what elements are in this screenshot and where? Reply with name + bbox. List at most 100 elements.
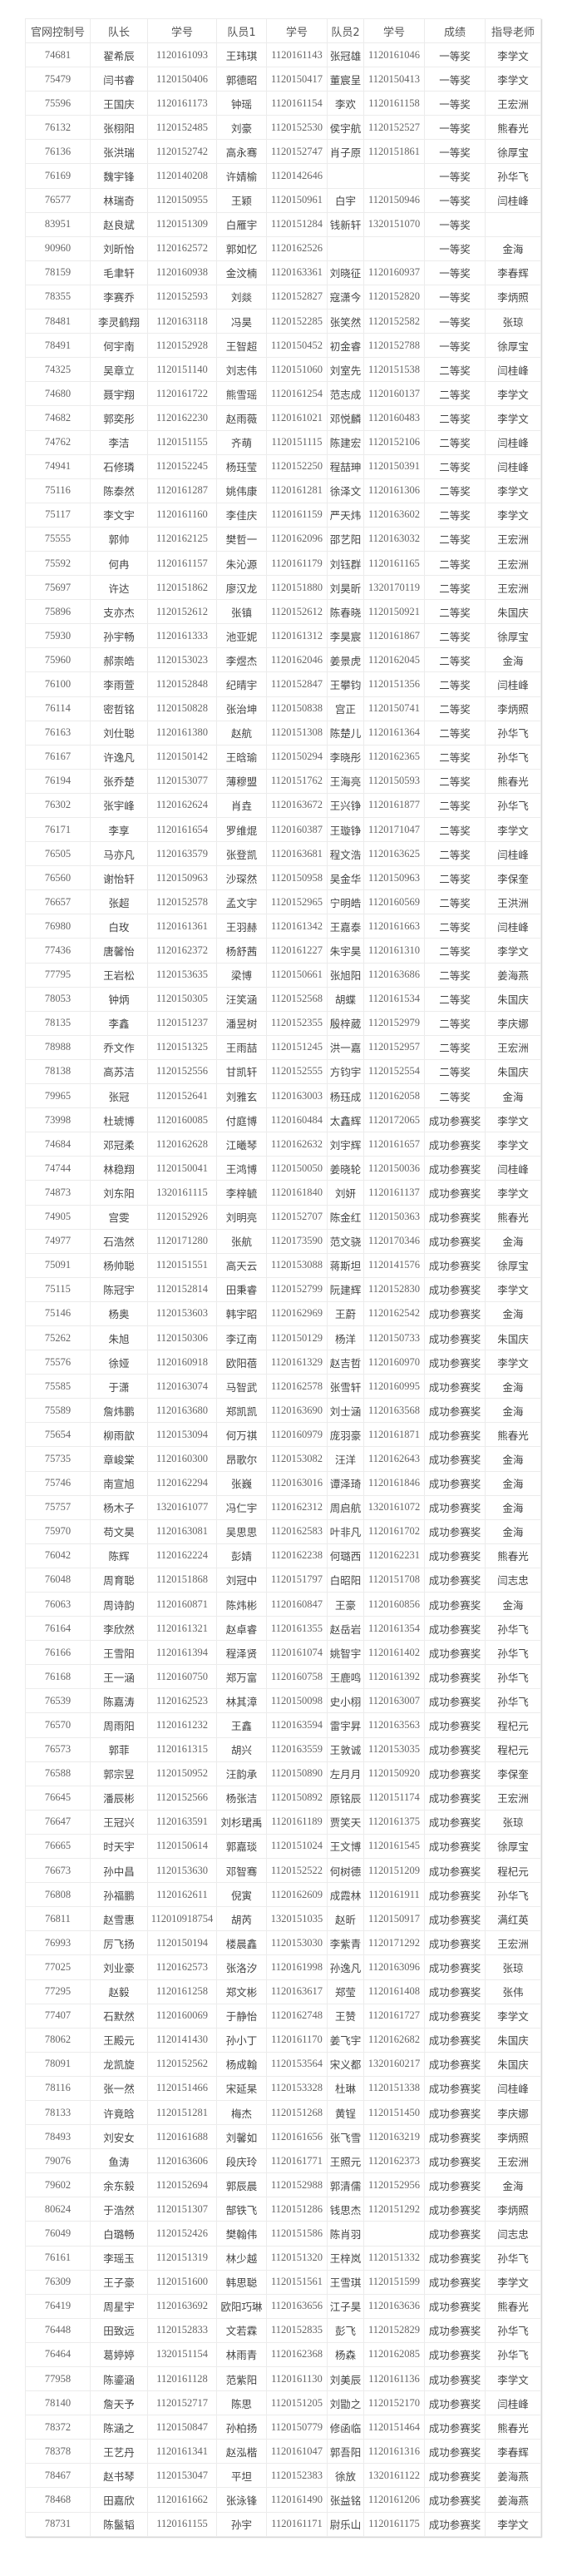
cell-advisor: 闫桂峰 <box>485 453 541 479</box>
cell-member1-id: 1120150294 <box>266 744 328 770</box>
cell-member2-id: 1120151538 <box>363 357 425 383</box>
cell-member1-id: 1120160758 <box>266 1664 328 1690</box>
cell-captain: 何冉 <box>90 550 148 577</box>
cell-captain: 李享 <box>90 816 148 843</box>
cell-award: 成功参赛奖 <box>424 1132 486 1157</box>
cell-member2: 成霞林 <box>327 1882 364 1908</box>
cell-member1: 彭婧 <box>216 1543 267 1568</box>
cell-captain-id: 1120163118 <box>147 309 217 334</box>
cell-captain: 孙中昌 <box>90 1858 148 1884</box>
cell-advisor: 熊春光 <box>485 1543 541 1568</box>
cell-member1-id: 1120163559 <box>266 1736 328 1762</box>
cell-member2: 刘妍 <box>327 1180 364 1206</box>
cell-member2-id: 1320151070 <box>363 211 425 237</box>
cell-captain: 张栩阳 <box>90 115 148 141</box>
cell-advisor: 孙华飞 <box>485 2317 541 2343</box>
cell-award: 成功参赛奖 <box>424 1882 486 1908</box>
cell-advisor: 金海 <box>485 235 541 261</box>
cell-control-number: 76164 <box>25 1616 91 1642</box>
cell-award: 一等奖 <box>424 260 486 285</box>
cell-captain-id: 1120152742 <box>147 139 217 165</box>
cell-control-number: 78481 <box>25 309 91 334</box>
cell-member2-id: 1120152957 <box>363 1034 425 1060</box>
cell-member2-id: 1120152979 <box>363 1010 425 1036</box>
cell-member1: 高永骞 <box>216 139 267 165</box>
cell-member2: 蒋斯坦 <box>327 1252 364 1278</box>
cell-captain: 许达 <box>90 575 148 601</box>
cell-member2: 王照元 <box>327 2148 364 2174</box>
cell-member2: 刘勖之 <box>327 2390 364 2416</box>
cell-control-number: 78467 <box>25 2463 91 2489</box>
cell-award: 成功参赛奖 <box>424 1591 486 1617</box>
cell-member1: 欧阳巧琳 <box>216 2293 267 2319</box>
cell-member2 <box>327 235 364 261</box>
cell-advisor: 王宏洲 <box>485 1785 541 1811</box>
cell-award: 成功参赛奖 <box>424 2390 486 2416</box>
cell-award: 成功参赛奖 <box>424 1518 486 1544</box>
table-row: 75970 苟文昊 1120163081 吴思思 1120162583 叶非凡 112016… <box>25 1518 541 1544</box>
cell-member2-id: 1120161354 <box>363 1616 425 1642</box>
cell-member2-id: 1120171292 <box>363 1930 425 1956</box>
cell-captain-id: 1120153094 <box>147 1422 217 1448</box>
table-row: 76169 魏宇锋 1120140208 许婧榆 1120142646 一等奖 孙华飞 <box>25 163 541 189</box>
cell-member1-id: 1120152612 <box>266 599 328 625</box>
cell-control-number: 77436 <box>25 938 91 964</box>
cell-advisor: 闫桂峰 <box>485 914 541 939</box>
table-row: 79076 鱼涛 1120163606 段庆玲 1120161771 王照元 1120162… <box>25 2148 541 2174</box>
cell-member2: 庞羽豪 <box>327 1422 364 1448</box>
cell-member1-id: 1120151268 <box>266 2099 328 2126</box>
cell-member2-id: 1120151332 <box>363 2245 425 2271</box>
cell-member1-id: 1120151205 <box>266 2390 328 2416</box>
cell-award: 一等奖 <box>424 333 486 359</box>
table-row: 76588 郭宗昱 1120150952 汪韵承 1120150890 左月月 112015… <box>25 1761 541 1786</box>
column-header-advisor: 指导老师 <box>485 18 541 43</box>
cell-member2-id: 1120171047 <box>363 816 425 843</box>
cell-captain-id: 1120161380 <box>147 720 217 746</box>
table-row: 77407 石默然 1120160069 于静怡 1120162748 王赞 1120161… <box>25 2003 541 2029</box>
cell-award: 二等奖 <box>424 816 486 843</box>
table-row: 77295 赵毅 1120161258 郑文彬 1120163617 郑莹 11201614… <box>25 1979 541 2004</box>
cell-member1-id: 1120161840 <box>266 1180 328 1206</box>
table-row: 76464 葛婷婷 1320151154 林雨青 1120162368 杨森 1120162… <box>25 2341 541 2368</box>
table-row: 76167 许逸凡 1120150142 王晗瑜 1120150294 李晓彤 112016… <box>25 744 541 770</box>
cell-control-number: 75970 <box>25 1518 91 1544</box>
cell-member2-id: 1120161364 <box>363 720 425 746</box>
cell-award: 一等奖 <box>424 309 486 334</box>
cell-captain-id: 1120161321 <box>147 1616 217 1642</box>
cell-captain-id: 1120150305 <box>147 986 217 1012</box>
cell-member1-id: 1120161656 <box>266 2124 328 2150</box>
cell-captain-id: 1120152426 <box>147 2221 217 2247</box>
table-row: 75479 闫书睿 1120150406 郭德昭 1120150417 董宸呈 112015… <box>25 67 541 92</box>
cell-control-number: 76194 <box>25 768 91 794</box>
cell-member2-id: 1120152170 <box>363 2390 425 2416</box>
cell-captain-id: 1120150847 <box>147 2415 217 2440</box>
table-row: 76302 张宇峰 1120162624 肖垚 1120163672 王兴铮 1120161… <box>25 792 541 819</box>
cell-control-number: 76980 <box>25 914 91 939</box>
cell-control-number: 76464 <box>25 2341 91 2368</box>
cell-member2: 陈楚儿 <box>327 720 364 746</box>
cell-member2-id: 1120160937 <box>363 260 425 285</box>
cell-award: 二等奖 <box>424 1010 486 1036</box>
table-row: 75896 支亦杰 1120152612 张镇 1120152612 陈春晓 1120150… <box>25 599 541 625</box>
cell-award: 成功参赛奖 <box>424 1785 486 1811</box>
cell-member2: 殷梓葳 <box>327 1010 364 1036</box>
cell-control-number: 76811 <box>25 1906 91 1932</box>
cell-member2: 范志成 <box>327 381 364 407</box>
cell-control-number: 77025 <box>25 1954 91 1980</box>
cell-member1-id: 1120161490 <box>266 2487 328 2513</box>
cell-advisor: 李庆娜 <box>485 1010 541 1036</box>
cell-control-number: 76302 <box>25 792 91 819</box>
cell-control-number: 78988 <box>25 1034 91 1060</box>
cell-member2-id: 1120151356 <box>363 671 425 697</box>
cell-member2: 初金睿 <box>327 333 364 359</box>
cell-captain-id: 1120171280 <box>147 1228 217 1254</box>
cell-control-number: 76560 <box>25 865 91 891</box>
cell-member2: 胡蝶 <box>327 986 364 1012</box>
cell-member2: 程文浩 <box>327 841 364 867</box>
cell-control-number: 76166 <box>25 1640 91 1666</box>
cell-member1-id: 1120161312 <box>266 623 328 649</box>
cell-member2: 王梓岚 <box>327 2245 364 2271</box>
cell-member1: 张登凯 <box>216 841 267 867</box>
cell-award: 成功参赛奖 <box>424 2341 486 2368</box>
table-row: 76132 张栩阳 1120152485 刘豪 1120152530 侯宇航 1120152… <box>25 115 541 141</box>
